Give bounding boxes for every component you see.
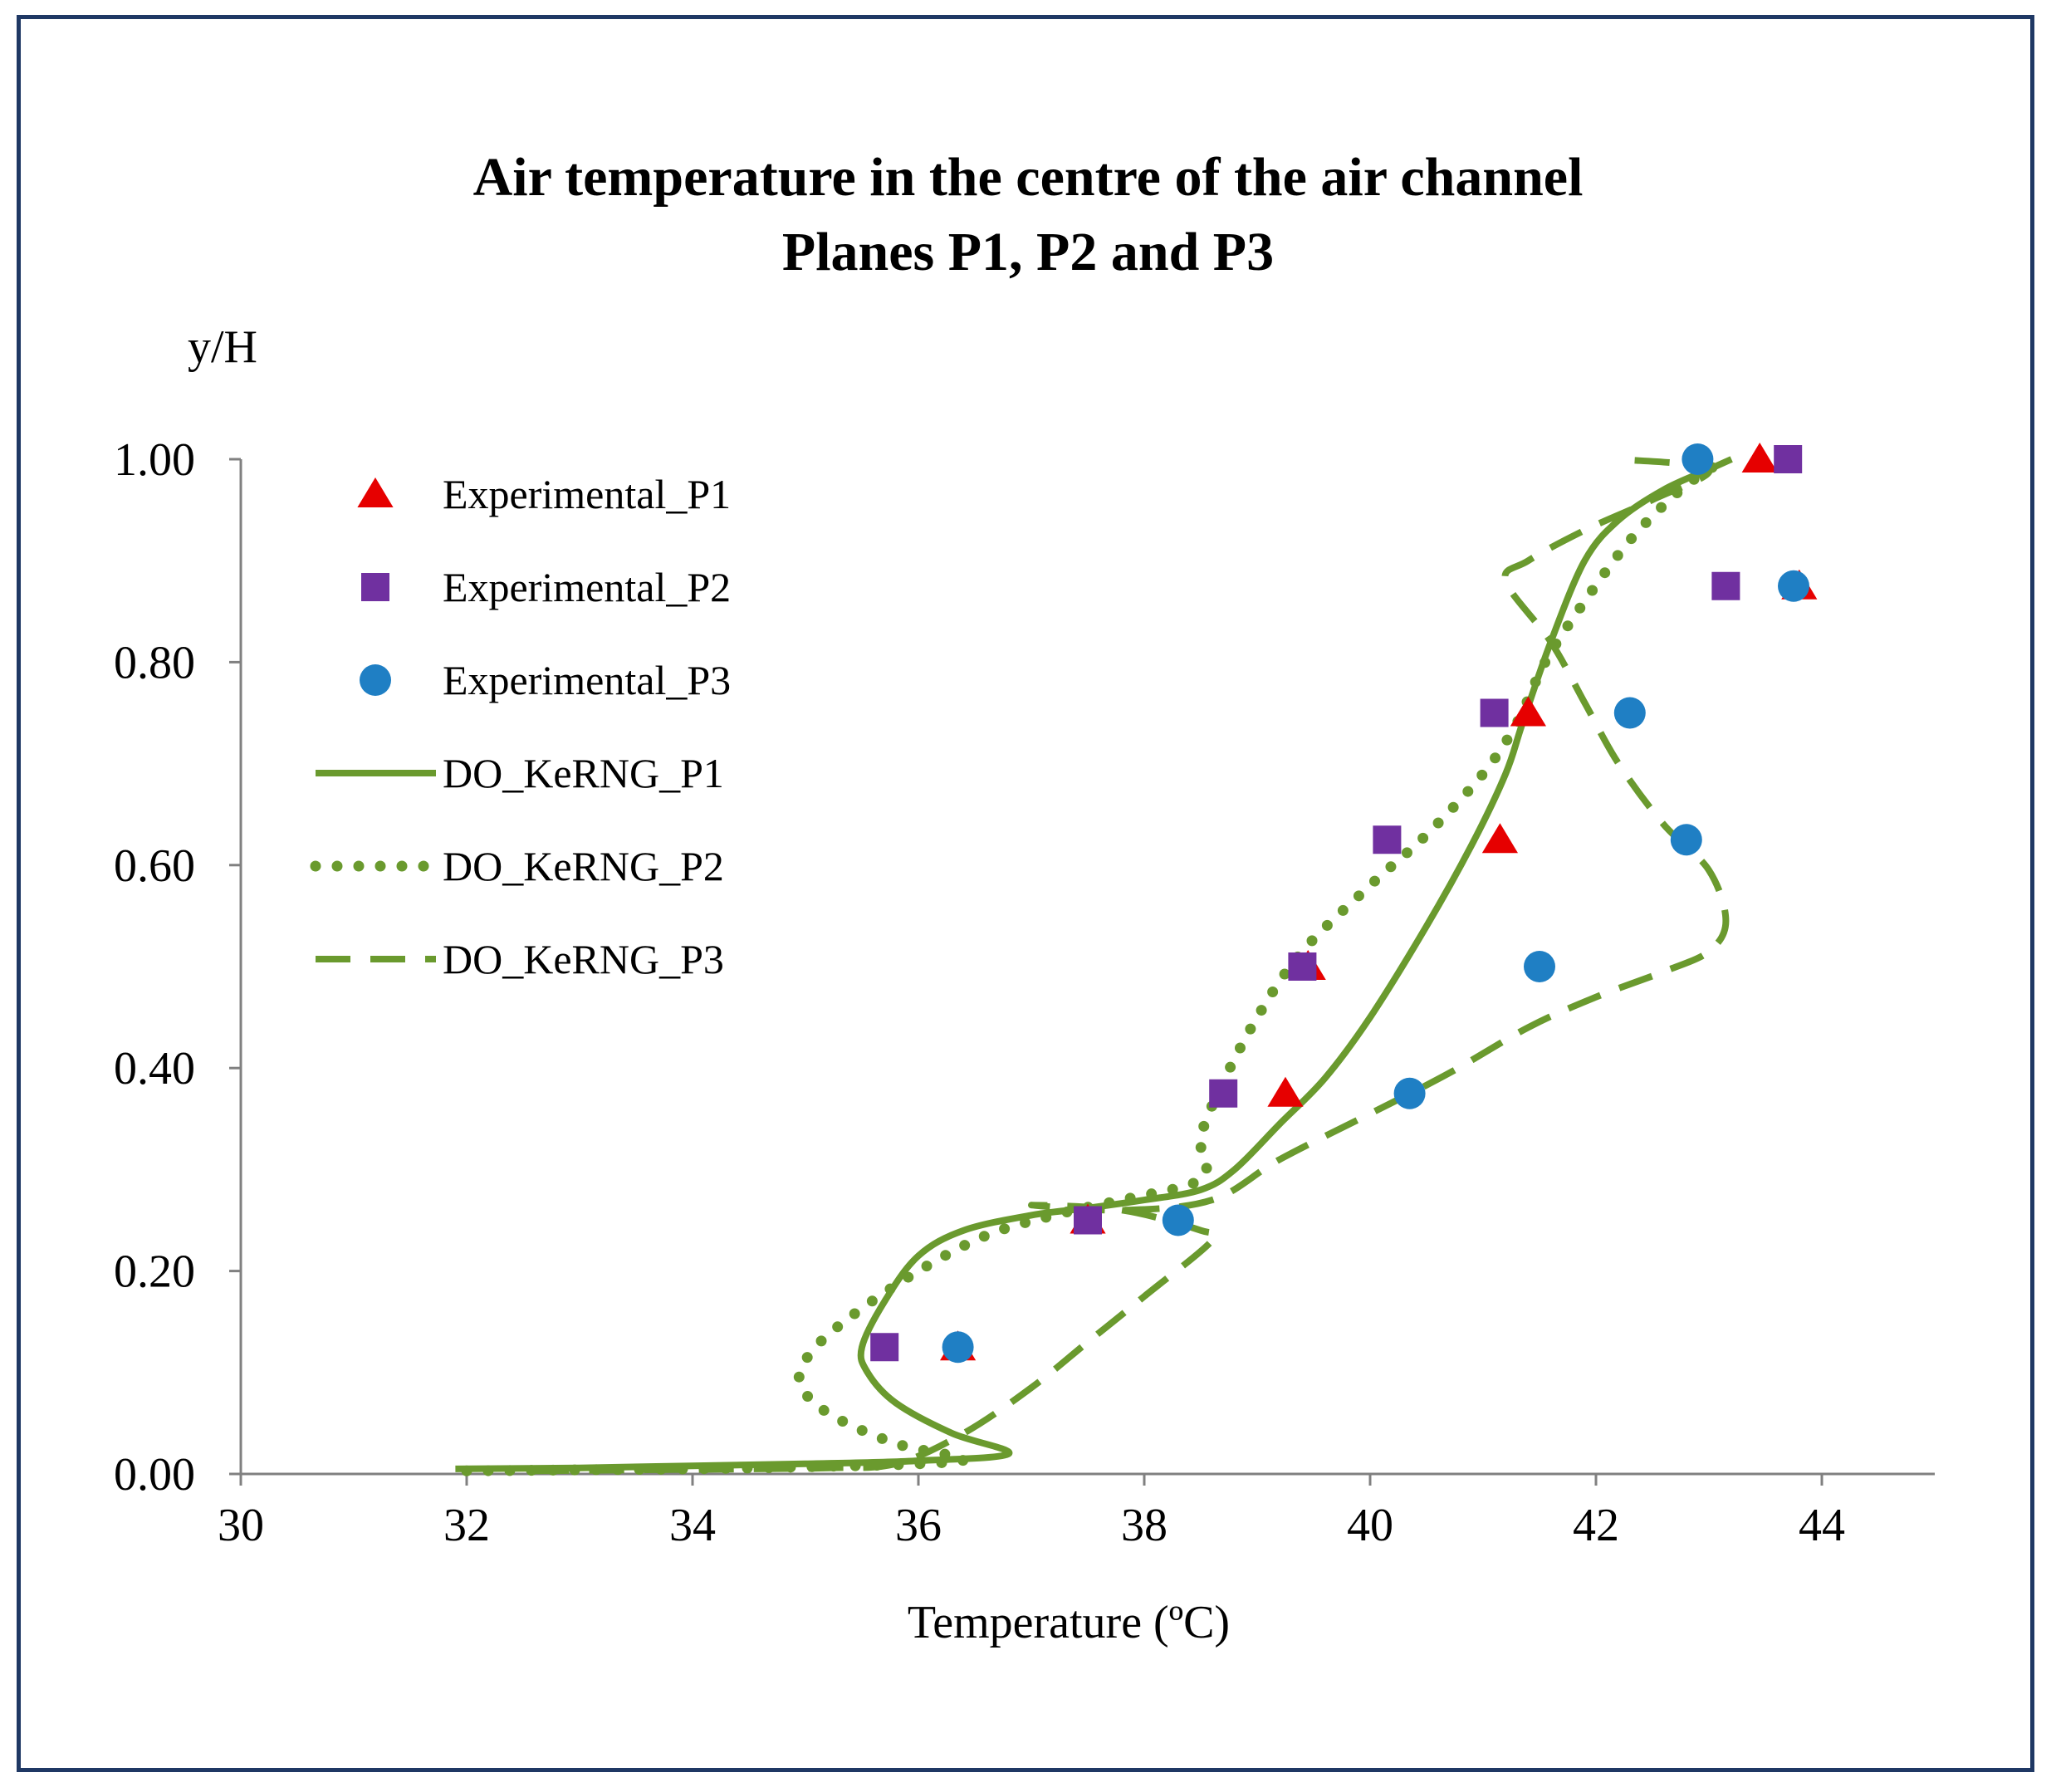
- x-tick-label: 36: [895, 1500, 942, 1551]
- legend-label: Experimental_P2: [443, 564, 731, 610]
- x-tick-label: 30: [218, 1500, 264, 1551]
- data-point-Experimental_P1: [1741, 443, 1778, 472]
- chart-title-line-1: Air temperature in the centre of the air…: [473, 147, 1584, 208]
- data-point-Experimental_P2: [1774, 445, 1803, 473]
- data-point-Experimental_P2: [870, 1333, 899, 1362]
- legend-swatch-Experimental_P2: [361, 573, 389, 601]
- y-tick-label: 0.80: [114, 637, 195, 688]
- data-point-Experimental_P3: [1778, 570, 1809, 602]
- x-tick-label: 32: [443, 1500, 490, 1551]
- data-point-Experimental_P3: [1613, 697, 1646, 729]
- legend-swatch-Experimental_P3: [360, 664, 391, 696]
- data-point-Experimental_P3: [1682, 443, 1714, 475]
- legend: Experimental_P1 Experimental_P2 Experiment…: [310, 471, 731, 982]
- y-tick-label: 1.00: [114, 434, 195, 486]
- series-lines: [455, 453, 1737, 1476]
- data-point-Experimental_P2: [1373, 825, 1402, 854]
- legend-label: DO_KeRNG_P2: [443, 843, 724, 889]
- legend-label: DO_KeRNG_P3: [443, 936, 724, 982]
- axis-ticks: 30 32 34 36 38 40 42 44 0.00 0.20 0.40 0.60 0.80 1.00: [114, 434, 1845, 1551]
- y-axis-label: y/H: [188, 321, 257, 373]
- data-point-Experimental_P3: [1162, 1204, 1194, 1236]
- y-tick-label: 0.40: [114, 1043, 195, 1094]
- x-tick-label: 42: [1573, 1500, 1619, 1551]
- y-tick-label: 0.20: [114, 1246, 195, 1298]
- data-point-Experimental_P3: [1670, 824, 1702, 856]
- data-point-Experimental_P1: [1267, 1076, 1304, 1107]
- legend-label: DO_KeRNG_P1: [443, 750, 724, 796]
- data-point-Experimental_P2: [1480, 698, 1509, 727]
- data-point-Experimental_P2: [1209, 1079, 1238, 1108]
- data-point-Experimental_P3: [1524, 951, 1555, 982]
- x-tick-label: 34: [669, 1500, 716, 1551]
- series-line-DO_KeRNG_P2: [461, 453, 1737, 1476]
- data-point-Experimental_P3: [942, 1331, 974, 1364]
- data-point-Experimental_P2: [1711, 571, 1740, 600]
- x-tick-label: 44: [1799, 1500, 1845, 1551]
- x-tick-label: 38: [1121, 1500, 1168, 1551]
- data-point-Experimental_P1: [1510, 696, 1546, 727]
- x-axis-label: Temperature (ºC): [908, 1597, 1230, 1648]
- legend-swatch-Experimental_P1: [357, 477, 394, 507]
- data-point-Experimental_P1: [1481, 823, 1518, 854]
- data-point-Experimental_P2: [1288, 952, 1317, 981]
- series-markers: [870, 443, 1818, 1364]
- x-tick-label: 40: [1347, 1500, 1393, 1551]
- chart-frame: [17, 15, 2034, 1772]
- legend-label: Experimental_P1: [443, 471, 731, 517]
- series-line-DO_KeRNG_P3: [534, 456, 1730, 1475]
- chart-title-line-2: Planes P1, P2 and P3: [782, 222, 1274, 282]
- y-tick-label: 0.00: [114, 1449, 195, 1501]
- data-point-Experimental_P3: [1393, 1077, 1426, 1109]
- legend-label: Experimental_P3: [443, 657, 731, 703]
- data-point-Experimental_P2: [1074, 1206, 1102, 1235]
- y-tick-label: 0.60: [114, 840, 195, 892]
